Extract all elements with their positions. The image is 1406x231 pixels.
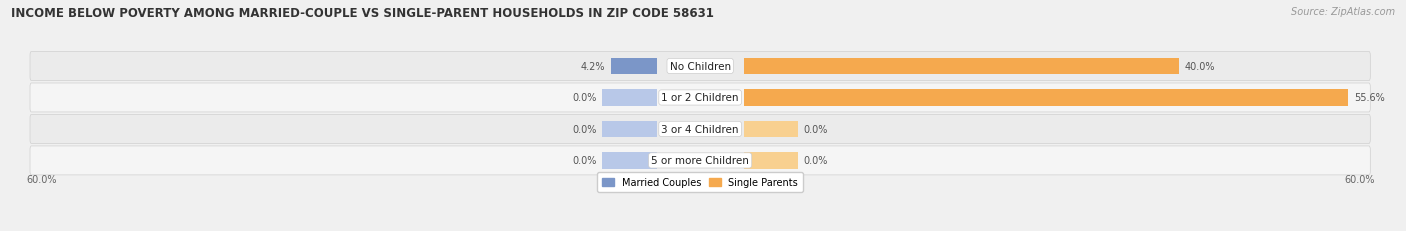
Text: 0.0%: 0.0% (572, 125, 596, 134)
Bar (744, 152, 799, 169)
Bar (602, 90, 657, 106)
Bar (602, 121, 657, 137)
Text: 55.6%: 55.6% (1354, 93, 1385, 103)
Text: Source: ZipAtlas.com: Source: ZipAtlas.com (1291, 7, 1395, 17)
Text: 0.0%: 0.0% (803, 156, 828, 166)
Text: INCOME BELOW POVERTY AMONG MARRIED-COUPLE VS SINGLE-PARENT HOUSEHOLDS IN ZIP COD: INCOME BELOW POVERTY AMONG MARRIED-COUPL… (11, 7, 714, 20)
Text: 0.0%: 0.0% (572, 156, 596, 166)
Text: 1 or 2 Children: 1 or 2 Children (661, 93, 740, 103)
Bar (744, 90, 1348, 106)
Text: 5 or more Children: 5 or more Children (651, 156, 749, 166)
FancyBboxPatch shape (30, 146, 1371, 175)
Text: No Children: No Children (669, 62, 731, 72)
FancyBboxPatch shape (30, 115, 1371, 144)
FancyBboxPatch shape (30, 52, 1371, 81)
Text: 40.0%: 40.0% (1184, 62, 1215, 72)
Bar (744, 58, 1178, 75)
Text: 0.0%: 0.0% (803, 125, 828, 134)
Legend: Married Couples, Single Parents: Married Couples, Single Parents (598, 173, 803, 192)
Text: 60.0%: 60.0% (1344, 174, 1375, 184)
FancyBboxPatch shape (30, 84, 1371, 112)
Bar (612, 58, 657, 75)
Text: 3 or 4 Children: 3 or 4 Children (661, 125, 740, 134)
Text: 4.2%: 4.2% (581, 62, 606, 72)
Text: 60.0%: 60.0% (25, 174, 56, 184)
Bar (602, 152, 657, 169)
Text: 0.0%: 0.0% (572, 93, 596, 103)
Bar (744, 121, 799, 137)
